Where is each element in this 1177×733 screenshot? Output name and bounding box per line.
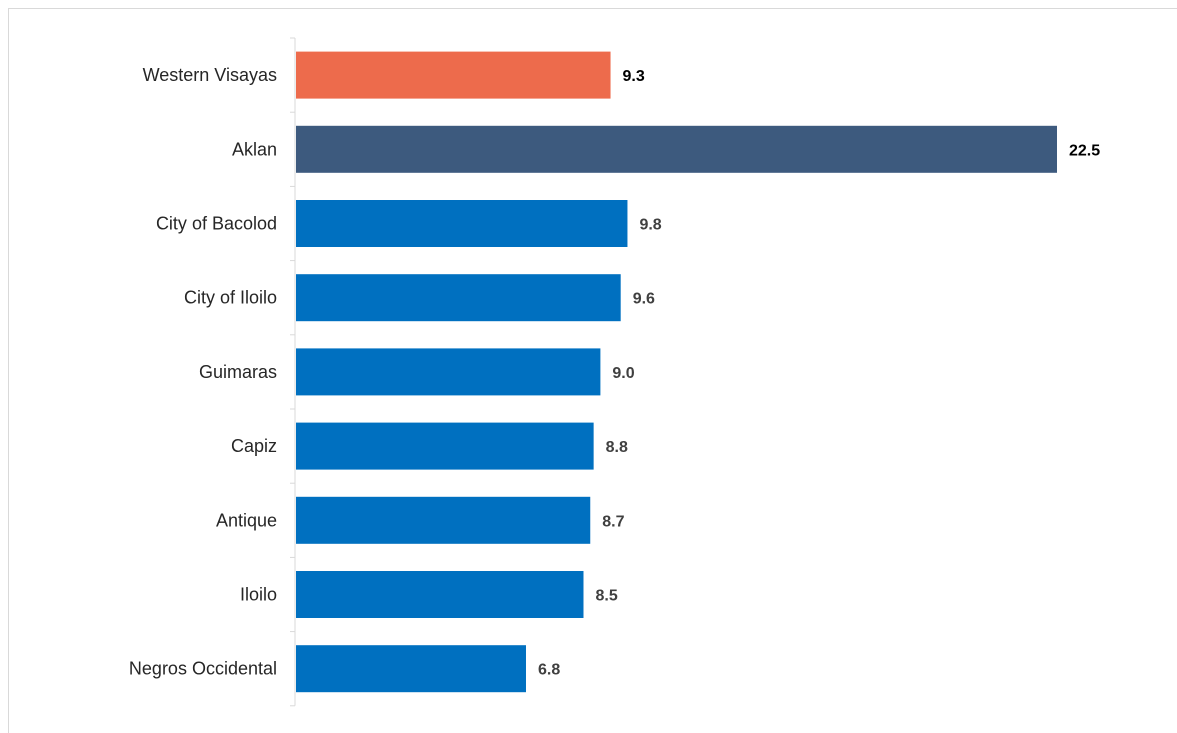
- bar: [296, 125, 1057, 173]
- category-label: City of Iloilo: [184, 288, 277, 308]
- category-label: Iloilo: [240, 585, 277, 605]
- category-label: City of Bacolod: [156, 214, 277, 234]
- value-label: 6.8: [538, 662, 560, 679]
- category-labels: Western Visayas Aklan City of Bacolod City …: [129, 65, 277, 679]
- bar: [296, 496, 591, 544]
- value-label: 8.5: [595, 588, 617, 605]
- bar: [296, 571, 584, 618]
- category-label: Capiz: [231, 436, 277, 456]
- category-label: Antique: [216, 510, 277, 530]
- value-labels: 9.3 22.5 9.8 9.6 9.0 8.8 8.7 8.5 6.8: [538, 68, 1100, 679]
- bar: [296, 274, 621, 322]
- bars-group: [296, 51, 1057, 693]
- value-label: 8.7: [602, 513, 624, 530]
- category-axis: [290, 37, 296, 707]
- value-label: 9.0: [612, 365, 634, 382]
- value-label: 8.8: [606, 439, 628, 456]
- category-label: Aklan: [232, 139, 277, 159]
- value-label: 9.6: [633, 291, 655, 308]
- bar: [296, 348, 601, 396]
- bar: [296, 422, 594, 470]
- value-label: 9.3: [623, 68, 645, 85]
- value-label: 9.8: [639, 217, 661, 234]
- category-label: Guimaras: [199, 362, 277, 382]
- bar: [296, 645, 526, 693]
- category-label: Negros Occidental: [129, 659, 277, 679]
- bar: [296, 200, 628, 247]
- bar: [296, 51, 611, 99]
- category-label: Western Visayas: [143, 65, 277, 85]
- value-label: 22.5: [1069, 142, 1100, 159]
